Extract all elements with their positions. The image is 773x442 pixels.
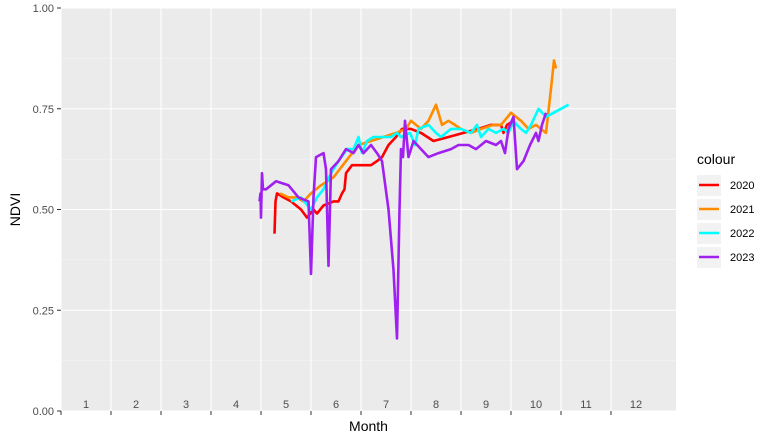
x-tick-label: 3 (183, 399, 189, 411)
legend-label-2020: 2020 (730, 180, 754, 192)
x-tick-label: 6 (333, 399, 339, 411)
x-tick-label: 9 (483, 399, 489, 411)
x-axis-title: Month (349, 418, 388, 434)
x-tick-label: 7 (383, 399, 389, 411)
legend-title: colour (697, 151, 735, 167)
y-tick-label: 1.00 (33, 3, 54, 15)
y-tick-label: 0.50 (33, 205, 54, 217)
x-tick-label: 8 (433, 399, 439, 411)
series-line-2023 (258, 112, 548, 340)
legend-label-2023: 2023 (730, 252, 754, 264)
x-tick-label: 1 (83, 399, 89, 411)
x-tick-label: 2 (133, 399, 139, 411)
x-tick-label: 12 (630, 399, 642, 411)
y-tick-label: 0.75 (33, 104, 54, 116)
y-tick-label: 0.25 (33, 305, 54, 317)
y-axis-title: NDVI (7, 193, 23, 226)
x-tick-label: 4 (233, 399, 239, 411)
x-tick-label: 10 (530, 399, 542, 411)
legend-label-2021: 2021 (730, 204, 754, 216)
y-tick-label: 0.00 (33, 406, 54, 418)
x-tick-label: 11 (580, 399, 591, 411)
x-tick-label: 5 (283, 399, 289, 411)
legend-label-2022: 2022 (730, 228, 754, 240)
